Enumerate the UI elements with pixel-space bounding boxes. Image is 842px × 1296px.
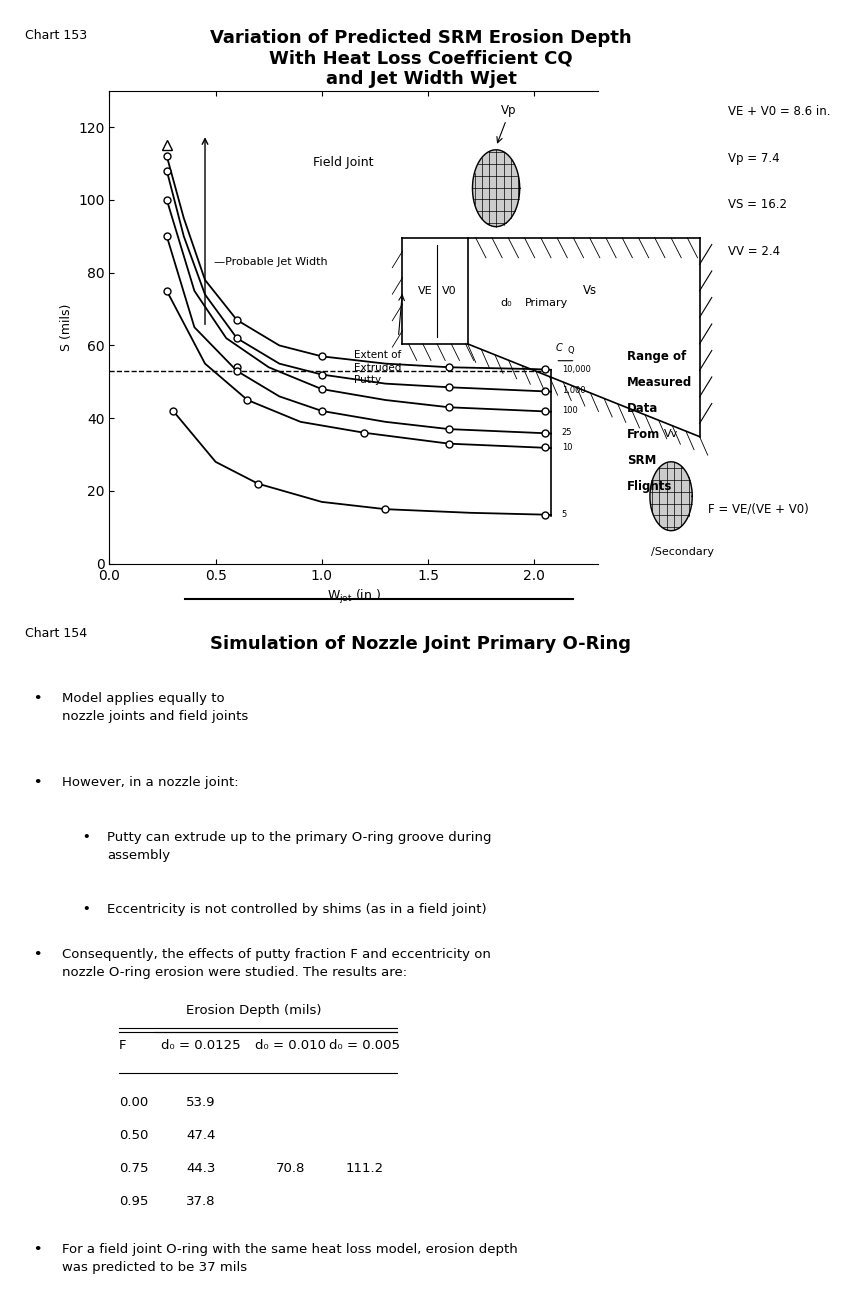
Text: VS = 16.2: VS = 16.2 <box>728 198 787 211</box>
Text: 70.8: 70.8 <box>276 1163 306 1175</box>
Text: With Heat Loss Coefficient CQ: With Heat Loss Coefficient CQ <box>269 49 573 67</box>
Polygon shape <box>650 461 692 530</box>
Text: Vp = 7.4: Vp = 7.4 <box>728 152 780 165</box>
Text: 37.8: 37.8 <box>186 1195 216 1208</box>
Text: Vv: Vv <box>664 429 678 438</box>
Text: From: From <box>627 428 660 441</box>
Text: •: • <box>83 903 90 916</box>
Text: d₀ = 0.005: d₀ = 0.005 <box>328 1038 400 1051</box>
Text: d₀ = 0.0125: d₀ = 0.0125 <box>161 1038 241 1051</box>
Text: Variation of Predicted SRM Erosion Depth: Variation of Predicted SRM Erosion Depth <box>210 29 632 47</box>
Text: Field Joint: Field Joint <box>312 157 373 170</box>
Text: 47.4: 47.4 <box>186 1129 216 1142</box>
Text: C: C <box>556 342 562 353</box>
Text: VV = 2.4: VV = 2.4 <box>728 245 781 258</box>
Text: 44.3: 44.3 <box>186 1163 216 1175</box>
Text: •: • <box>83 831 90 844</box>
Text: However, in a nozzle joint:: However, in a nozzle joint: <box>62 776 238 789</box>
Text: 10: 10 <box>562 443 573 452</box>
Text: 0.75: 0.75 <box>120 1163 149 1175</box>
Text: VE + V0 = 8.6 in.: VE + V0 = 8.6 in. <box>728 105 830 118</box>
Text: V0: V0 <box>442 286 456 295</box>
Text: —Probable Jet Width: —Probable Jet Width <box>214 257 328 267</box>
Text: F: F <box>120 1038 126 1051</box>
Text: Primary: Primary <box>525 298 568 307</box>
Text: d₀ = 0.010: d₀ = 0.010 <box>255 1038 326 1051</box>
Text: 25: 25 <box>562 428 573 437</box>
Text: Vs: Vs <box>583 284 597 297</box>
Text: VE: VE <box>418 286 432 295</box>
Text: 0.00: 0.00 <box>120 1095 148 1109</box>
Text: 5: 5 <box>562 511 567 520</box>
Text: 111.2: 111.2 <box>345 1163 383 1175</box>
Text: •: • <box>34 692 42 705</box>
Text: Flights: Flights <box>627 480 673 492</box>
Text: •: • <box>34 776 42 789</box>
Text: Vp: Vp <box>500 104 516 117</box>
Text: Extent of
Extruded
Putty: Extent of Extruded Putty <box>354 350 401 385</box>
Text: SRM: SRM <box>627 454 657 467</box>
Text: Model applies equally to
nozzle joints and field joints: Model applies equally to nozzle joints a… <box>62 692 248 723</box>
Text: Chart 153: Chart 153 <box>25 29 88 41</box>
Text: F = VE/(VE + V0): F = VE/(VE + V0) <box>707 503 808 516</box>
Text: •: • <box>34 1243 42 1256</box>
Text: Putty can extrude up to the primary O-ring groove during
assembly: Putty can extrude up to the primary O-ri… <box>107 831 492 862</box>
Text: Chart 154: Chart 154 <box>25 627 88 640</box>
X-axis label: W$_{\mathregular{jet}}$ (in.): W$_{\mathregular{jet}}$ (in.) <box>327 588 381 607</box>
Text: 1,000: 1,000 <box>562 386 585 395</box>
Text: Eccentricity is not controlled by shims (as in a field joint): Eccentricity is not controlled by shims … <box>107 903 487 916</box>
Polygon shape <box>472 150 520 227</box>
Text: Consequently, the effects of putty fraction F and eccentricity on
nozzle O-ring : Consequently, the effects of putty fract… <box>62 949 491 978</box>
Y-axis label: S (mils): S (mils) <box>60 303 72 351</box>
Text: Data: Data <box>627 402 658 415</box>
Text: •: • <box>34 949 42 962</box>
Text: 0.95: 0.95 <box>120 1195 148 1208</box>
Text: 10,000: 10,000 <box>562 364 590 373</box>
Text: Measured: Measured <box>627 376 692 389</box>
Text: /Secondary: /Secondary <box>651 547 714 557</box>
Text: 100: 100 <box>562 407 578 416</box>
Text: Simulation of Nozzle Joint Primary O-Ring: Simulation of Nozzle Joint Primary O-Rin… <box>210 635 632 653</box>
Text: Range of: Range of <box>627 350 686 363</box>
Text: Q: Q <box>567 346 573 355</box>
Text: 53.9: 53.9 <box>186 1095 216 1109</box>
Text: and Jet Width Wjet: and Jet Width Wjet <box>326 70 516 88</box>
Text: Erosion Depth (mils): Erosion Depth (mils) <box>186 1004 322 1017</box>
Text: For a field joint O-ring with the same heat loss model, erosion depth
was predic: For a field joint O-ring with the same h… <box>62 1243 518 1274</box>
Text: 0.50: 0.50 <box>120 1129 148 1142</box>
Text: d₀: d₀ <box>500 298 512 307</box>
